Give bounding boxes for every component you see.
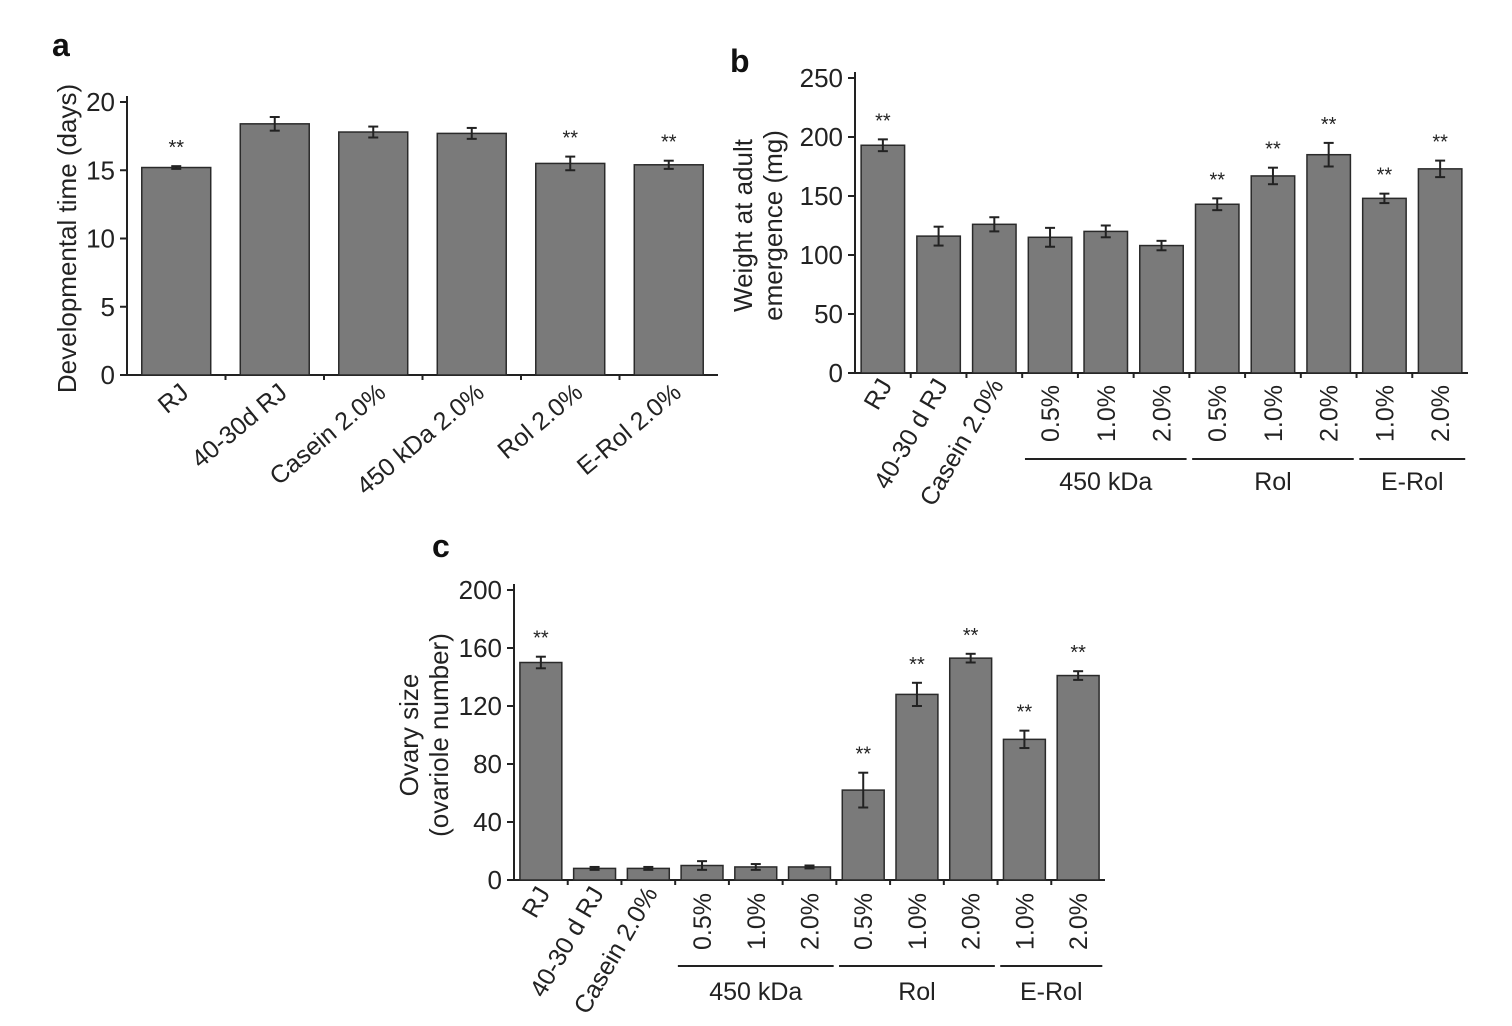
y-tick-label: 0 bbox=[488, 865, 502, 895]
significance-marker: ** bbox=[533, 628, 549, 650]
x-tick-label: 1.0% bbox=[743, 893, 771, 950]
bar bbox=[1417, 168, 1463, 374]
x-tick-label: 0.5% bbox=[850, 893, 878, 950]
panel-c: c 0 40 80 120 160 200 Ovary size (ovariole numbe… bbox=[394, 528, 1105, 1019]
bar bbox=[1002, 738, 1047, 881]
y-tick-label: 15 bbox=[86, 155, 115, 185]
significance-marker: ** bbox=[1265, 139, 1281, 161]
bar bbox=[948, 657, 993, 881]
bar bbox=[895, 693, 939, 881]
y-axis-label-line: emergence (mg) bbox=[758, 130, 788, 321]
panel-b: b 0 50 100 150 200 250 Weight at adult emergence… bbox=[728, 43, 1468, 511]
group-label: E-Rol bbox=[1381, 468, 1444, 496]
x-tick-label: 1.0% bbox=[1371, 385, 1399, 442]
y-axis-label-line: (ovariole number) bbox=[424, 633, 454, 837]
significance-marker: ** bbox=[1017, 702, 1033, 724]
y-tick-label: 80 bbox=[473, 749, 502, 779]
bar bbox=[436, 132, 507, 376]
y-tick-label: 200 bbox=[459, 575, 502, 605]
significance-marker: ** bbox=[562, 128, 578, 150]
bar bbox=[338, 131, 409, 376]
significance-marker: ** bbox=[1432, 132, 1448, 154]
x-tick-label: 2.0% bbox=[797, 893, 825, 950]
significance-marker: ** bbox=[855, 744, 871, 766]
x-tick-label: E-Rol 2.0% bbox=[572, 378, 687, 481]
y-axis-label-line: Weight at adult bbox=[728, 138, 758, 312]
y-tick-label: 150 bbox=[800, 181, 843, 211]
significance-marker: ** bbox=[1209, 169, 1225, 191]
group-label: 450 kDa bbox=[1059, 468, 1152, 496]
bar bbox=[916, 235, 962, 374]
x-tick-label: 0.5% bbox=[689, 893, 717, 950]
group-label: Rol bbox=[898, 978, 936, 1006]
y-tick-label: 0 bbox=[829, 358, 843, 388]
significance-marker: ** bbox=[1377, 165, 1393, 187]
y-tick-label: 20 bbox=[86, 87, 115, 117]
significance-marker: ** bbox=[963, 625, 979, 647]
significance-marker: ** bbox=[875, 110, 891, 132]
x-tick-label: 2.0% bbox=[1149, 385, 1177, 442]
x-tick-label: RJ bbox=[859, 374, 899, 414]
y-tick-label: 160 bbox=[459, 633, 502, 663]
x-tick-label: 2.0% bbox=[1316, 385, 1344, 442]
x-tick-label: 1.0% bbox=[1260, 385, 1288, 442]
bar bbox=[633, 164, 704, 376]
y-tick-label: 200 bbox=[800, 122, 843, 152]
x-tick-label: 1.0% bbox=[904, 893, 932, 950]
bar bbox=[1306, 153, 1352, 374]
bar bbox=[239, 123, 310, 376]
bar bbox=[1139, 244, 1184, 374]
bar bbox=[1056, 674, 1100, 881]
panel-letter: a bbox=[52, 27, 70, 63]
y-tick-label: 10 bbox=[86, 224, 115, 254]
x-tick-label: 0.5% bbox=[1037, 385, 1065, 442]
group-label: Rol bbox=[1254, 468, 1292, 496]
x-tick-label: 1.0% bbox=[1011, 893, 1039, 950]
x-tick-label: Rol 2.0% bbox=[492, 378, 588, 465]
y-tick-label: 5 bbox=[101, 292, 115, 322]
panel-letter: c bbox=[432, 528, 450, 564]
y-tick-label: 250 bbox=[800, 63, 843, 93]
bar bbox=[1194, 203, 1240, 374]
bar bbox=[535, 162, 606, 376]
significance-marker: ** bbox=[909, 654, 925, 676]
x-tick-label: RJ bbox=[517, 882, 557, 922]
y-axis-label-line: Ovary size bbox=[394, 674, 424, 797]
y-tick-label: 120 bbox=[459, 691, 502, 721]
significance-marker: ** bbox=[168, 137, 184, 159]
group-label: 450 kDa bbox=[709, 978, 802, 1006]
x-tick-label: 0.5% bbox=[1204, 385, 1232, 442]
y-tick-label: 0 bbox=[101, 360, 115, 390]
bar bbox=[1250, 175, 1296, 374]
significance-marker: ** bbox=[1321, 114, 1337, 136]
x-tick-label: RJ bbox=[153, 378, 194, 419]
panel-letter: b bbox=[730, 43, 750, 79]
bar bbox=[1027, 236, 1073, 374]
bar bbox=[1361, 197, 1407, 374]
x-tick-label: 2.0% bbox=[1065, 893, 1093, 950]
y-tick-label: 50 bbox=[814, 299, 843, 329]
bar bbox=[971, 223, 1017, 374]
bar bbox=[519, 661, 563, 881]
bar bbox=[141, 166, 212, 376]
x-tick-label: 2.0% bbox=[1427, 385, 1455, 442]
y-tick-label: 100 bbox=[800, 240, 843, 270]
group-label: E-Rol bbox=[1020, 978, 1083, 1006]
x-tick-label: 2.0% bbox=[958, 893, 986, 950]
y-axis-label: Developmental time (days) bbox=[52, 84, 82, 393]
bar bbox=[1083, 230, 1129, 374]
x-tick-label: 1.0% bbox=[1093, 385, 1121, 442]
bar bbox=[860, 144, 906, 374]
significance-marker: ** bbox=[661, 132, 677, 154]
significance-marker: ** bbox=[1070, 642, 1086, 664]
y-tick-label: 40 bbox=[473, 807, 502, 837]
